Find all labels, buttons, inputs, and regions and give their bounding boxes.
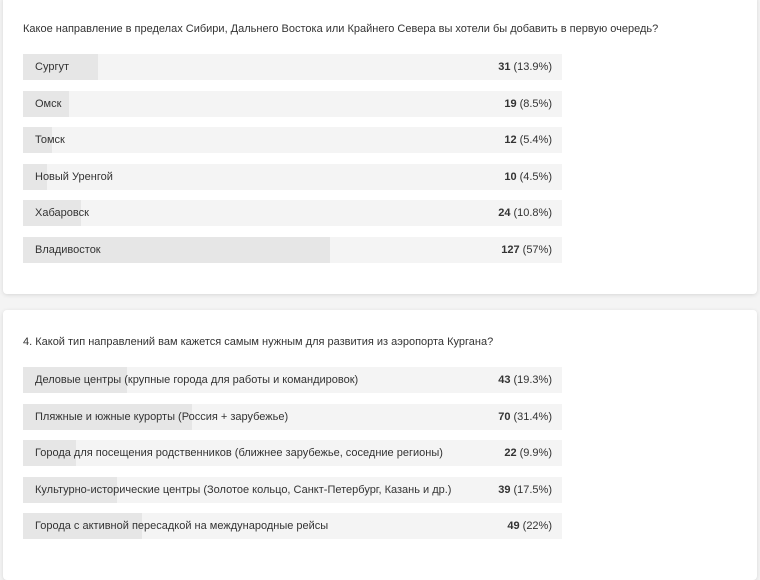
vote-count: 43 [498,374,511,386]
percent-bar [23,200,82,226]
option-row: Города для посещения родственников (ближ… [23,440,562,466]
option-row: Новый Уренгой 10 (4.5%) [23,163,562,190]
percent-bar [23,476,118,503]
vote-percent: (31.4%) [513,410,552,423]
vote-count: 31 [498,61,511,73]
percent-bar [23,54,98,80]
vote-percent: (4.5%) [519,170,552,183]
option-row: Деловые центры (крупные города для работ… [23,367,562,393]
vote-count: 12 [504,134,517,146]
vote-percent: (19.3%) [513,374,552,386]
option-row: Хабаровск 24 (10.8%) [23,200,562,226]
vote-count: 70 [498,410,511,423]
percent-bar [23,513,142,539]
vote-percent: (22%) [522,520,552,532]
option-label: Омск [35,97,62,110]
vote-percent: (13.9%) [513,61,552,73]
option-row: Сургут 31 (13.9%) [23,54,562,80]
option-result: 12 (5.4%) [504,127,552,153]
vote-percent: (5.4%) [519,134,552,146]
question: Какое направление в пределах Сибири, Дал… [23,23,659,35]
option-label: Новый Уренгой [35,170,113,183]
option-result: 10 (4.5%) [504,164,552,190]
option-result: 24 (10.8%) [498,200,552,226]
option-result: 70 (31.4%) [498,404,552,430]
option-label: Города для посещения родственников (ближ… [35,447,443,459]
option-row: Города с активной пересадкой на междунар… [23,513,562,539]
poll-card: Какое направление в пределах Сибири, Дал… [3,0,757,294]
vote-count: 24 [498,207,511,219]
vote-percent: (10.8%) [513,207,552,219]
option-result: 19 (8.5%) [504,91,552,117]
poll-card: 4. Какой тип направлений вам кажется сам… [3,310,757,580]
option-label: Культурно-исторические центры (Золотое к… [35,483,452,496]
option-row: Омск 19 (8.5%) [23,90,562,117]
percent-bar [23,127,53,153]
vote-count: 19 [504,97,517,110]
option-row: Пляжные и южные курорты (Россия + зарубе… [23,403,562,430]
option-result: 127 (57%) [501,237,552,263]
vote-count: 39 [498,483,511,496]
percent-bar [23,236,331,263]
option-result: 22 (9.9%) [504,440,552,466]
option-result: 49 (22%) [507,513,552,539]
vote-percent: (57%) [522,243,552,256]
option-row: Культурно-исторические центры (Золотое к… [23,476,562,503]
question: 4. Какой тип направлений вам кажется сам… [23,336,494,348]
vote-count: 127 [501,243,520,256]
option-label: Томск [35,134,65,146]
option-row: Владивосток 127 (57%) [23,236,562,263]
option-label: Хабаровск [35,207,89,219]
option-label: Деловые центры (крупные города для работ… [35,374,359,386]
percent-bar [23,90,69,117]
option-result: 39 (17.5%) [498,477,552,503]
option-label: Города с активной пересадкой на междунар… [35,520,329,532]
option-result: 43 (19.3%) [498,367,552,393]
percent-bar [23,163,48,190]
vote-count: 10 [504,170,517,183]
option-row: Томск 12 (5.4%) [23,127,562,153]
vote-count: 49 [507,520,520,532]
option-label: Владивосток [35,243,101,256]
percent-bar [23,403,193,430]
percent-bar [23,367,128,393]
vote-count: 22 [504,447,517,459]
vote-percent: (9.9%) [519,447,552,459]
option-label: Пляжные и южные курорты (Россия + зарубе… [35,410,289,423]
option-result: 31 (13.9%) [498,54,552,80]
vote-percent: (8.5%) [519,97,552,110]
percent-bar [23,440,77,466]
option-label: Сургут [35,61,69,73]
vote-percent: (17.5%) [513,483,552,496]
